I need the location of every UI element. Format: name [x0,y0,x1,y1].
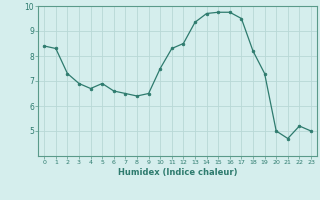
X-axis label: Humidex (Indice chaleur): Humidex (Indice chaleur) [118,168,237,177]
